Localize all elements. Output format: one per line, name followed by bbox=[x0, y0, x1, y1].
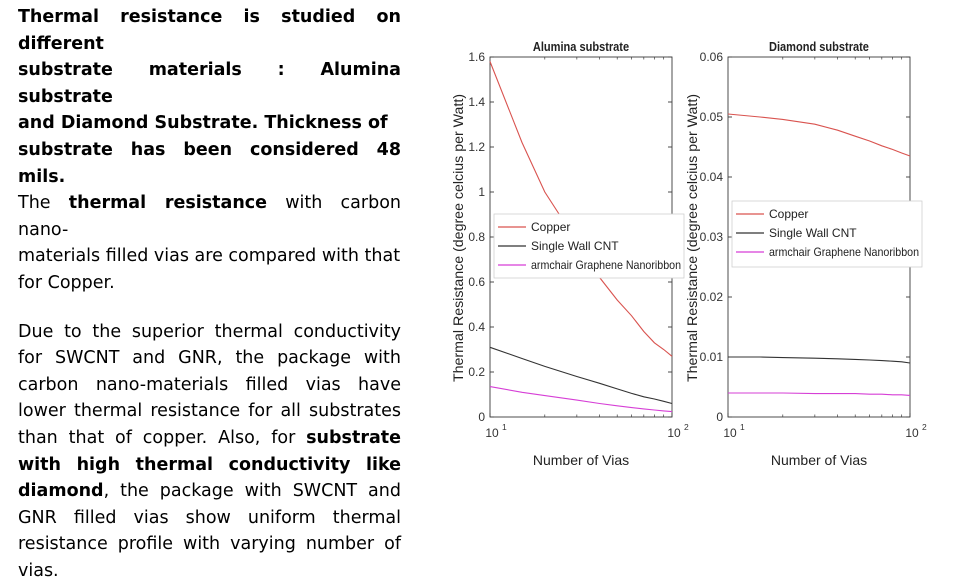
intro-line-1: Thermal resistance is studied on differe… bbox=[18, 7, 401, 54]
y-tick-label: 0.03 bbox=[700, 230, 724, 244]
intro-line-4: substrate has been considered 48 mils. bbox=[18, 139, 401, 187]
intro-line-7: for Copper. bbox=[18, 272, 115, 293]
legend-label-3: armchair Graphene Nanoribbon bbox=[769, 245, 919, 259]
intro-line-6: materials filled vias are compared with … bbox=[18, 246, 401, 267]
y-tick-label: 0.01 bbox=[700, 350, 724, 364]
y-tick-label: 0.4 bbox=[468, 320, 485, 334]
x-tick-label: 10 bbox=[667, 426, 681, 440]
legend-label-1: Copper bbox=[531, 220, 570, 234]
chart-title: Diamond substrate bbox=[769, 39, 869, 54]
legend-label-2: Single Wall CNT bbox=[769, 226, 857, 240]
legend-label-2: Single Wall CNT bbox=[531, 239, 619, 253]
chart-2: Diamond substrate 0 0.01 0.02 0.03 0.04 0.05 0.… bbox=[685, 39, 927, 468]
y-tick-label: 0.06 bbox=[700, 50, 724, 64]
intro-line-3: and Diamond Substrate. Thickness of bbox=[18, 113, 388, 134]
intro-line-2: substrate materials : Alumina substrate bbox=[18, 60, 401, 107]
y-tick-label: 1.2 bbox=[468, 140, 485, 154]
y-tick-label: 0.8 bbox=[468, 230, 485, 244]
chart-title: Alumina substrate bbox=[533, 39, 630, 54]
x-axis-label: Number of Vias bbox=[771, 452, 867, 468]
y-axis-label: Thermal Resistance (degree celcius per W… bbox=[685, 94, 701, 382]
intro-line-5b: thermal resistance bbox=[68, 193, 268, 214]
legend-box bbox=[731, 200, 923, 268]
y-tick-label: 0.02 bbox=[700, 290, 724, 304]
conclusion-paragraph: Due to the superior thermal conductivity… bbox=[18, 319, 401, 584]
series-line-2 bbox=[489, 346, 673, 405]
series-line-3 bbox=[489, 386, 673, 413]
legend-label-1: Copper bbox=[769, 207, 808, 221]
x-tick-exponent: 2 bbox=[922, 422, 927, 432]
x-tick-exponent: 1 bbox=[502, 422, 507, 432]
y-axis-label: Thermal Resistance (degree celcius per W… bbox=[451, 94, 467, 382]
series-line-1 bbox=[727, 113, 911, 157]
legend: Copper Single Wall CNT armchair Graphene N… bbox=[493, 213, 685, 279]
y-tick-label: 1 bbox=[478, 185, 485, 199]
y-tick-label: 0 bbox=[716, 410, 723, 424]
y-tick-label: 1.6 bbox=[468, 50, 485, 64]
legend-label-3: armchair Graphene Nanoribbon bbox=[531, 258, 681, 272]
intro-line-5a: The bbox=[18, 193, 69, 214]
legend: Copper Single Wall CNT armchair Graphene N… bbox=[731, 200, 923, 268]
y-tick-label: 0.2 bbox=[468, 365, 485, 379]
intro-paragraph: Thermal resistance is studied on differe… bbox=[18, 4, 401, 297]
y-tick-label: 0 bbox=[478, 410, 485, 424]
series-line-3 bbox=[728, 392, 911, 396]
y-tick-label: 0.05 bbox=[700, 110, 724, 124]
x-tick-exponent: 2 bbox=[684, 422, 689, 432]
slide-text: Thermal resistance is studied on differe… bbox=[18, 4, 401, 584]
y-tick-label: 0.04 bbox=[700, 170, 724, 184]
intro-line-5c: with carbon nano- bbox=[18, 193, 401, 240]
x-axis-label: Number of Vias bbox=[533, 452, 629, 468]
conclusion-part-2: substrate with high thermal conductivity… bbox=[18, 427, 401, 502]
chart-1: Alumina substrate 0 0.2 0.4 0.6 0.8 1 1.2 1.4 1.6… bbox=[451, 39, 689, 468]
x-tick-label: 10 bbox=[723, 426, 737, 440]
x-tick-label: 10 bbox=[905, 426, 919, 440]
x-tick-exponent: 1 bbox=[740, 422, 745, 432]
series-line-2 bbox=[728, 356, 911, 364]
x-tick-label: 10 bbox=[485, 426, 499, 440]
y-tick-label: 1.4 bbox=[468, 95, 485, 109]
series-line-1 bbox=[489, 61, 673, 357]
conclusion-part-1: Due to the superior thermal conductivity… bbox=[18, 321, 401, 448]
y-tick-label: 0.6 bbox=[468, 275, 485, 289]
charts-area: Alumina substrate 0 0.2 0.4 0.6 0.8 1 1.2 1.4 1.6… bbox=[451, 39, 927, 468]
